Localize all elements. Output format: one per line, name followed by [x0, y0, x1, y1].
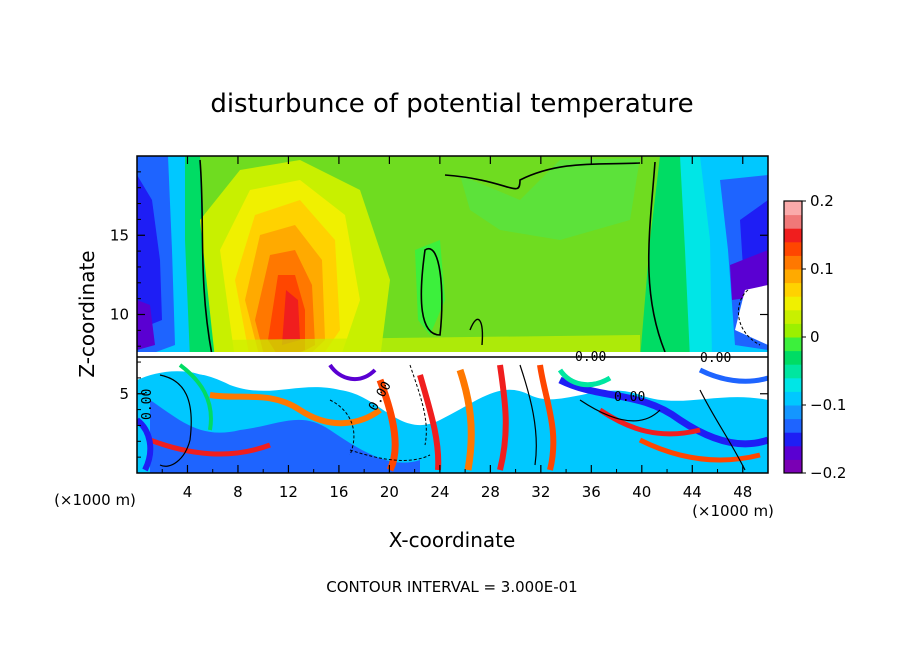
colorbar: [783, 200, 803, 474]
contour-label: 0.00: [700, 351, 731, 366]
y-axis-label: Z-coordinate: [75, 250, 99, 377]
x-tick-label: 24: [430, 483, 449, 501]
x-tick-label: 48: [733, 483, 752, 501]
colorbar-swatch: [784, 377, 802, 392]
colorbar-swatch: [784, 337, 802, 352]
x-unit-label-left: (×1000 m): [54, 491, 136, 509]
plot-area: [137, 156, 768, 473]
colorbar-swatch: [784, 282, 802, 297]
x-tick-label: 40: [632, 483, 651, 501]
colorbar-swatch: [784, 296, 802, 311]
colorbar-swatch: [784, 323, 802, 338]
colorbar-tick-label: 0.1: [810, 260, 834, 278]
x-tick-label: 12: [279, 483, 298, 501]
lower-field: [137, 359, 768, 473]
colorbar-swatch: [784, 445, 802, 460]
colorbar-swatch: [784, 309, 802, 324]
colorbar-swatch: [784, 241, 802, 256]
colorbar-swatch: [784, 228, 802, 243]
chart-title: disturbunce of potential temperature: [210, 89, 693, 119]
x-axis-label: X-coordinate: [389, 528, 516, 552]
x-tick-label: 28: [481, 483, 500, 501]
contour-label: 0.00: [140, 389, 155, 420]
x-tick-label: 8: [233, 483, 243, 501]
colorbar-tick-label: 0.2: [810, 192, 834, 210]
colorbar-swatch: [784, 432, 802, 447]
colorbar-swatch: [784, 418, 802, 433]
colorbar-tick-label: −0.2: [810, 464, 846, 482]
colorbar-tick-label: −0.1: [810, 396, 846, 414]
colorbar-swatch: [784, 269, 802, 284]
colorbar-swatch: [784, 405, 802, 420]
x-tick-label: 44: [683, 483, 702, 501]
colorbar-swatch: [784, 364, 802, 379]
colorbar-swatch: [784, 350, 802, 365]
y-tick-label: 10: [110, 306, 129, 324]
contour-label: 0.00: [575, 350, 606, 365]
colorbar-swatch: [784, 214, 802, 229]
y-tick-label: 15: [110, 226, 129, 244]
colorbar-swatch: [784, 459, 802, 474]
x-tick-label: 36: [582, 483, 601, 501]
colorbar-swatch: [784, 391, 802, 406]
colorbar-tick-label: 0: [810, 328, 820, 346]
y-tick-label: 5: [119, 385, 129, 403]
x-tick-label: 32: [531, 483, 550, 501]
contour-interval-note: CONTOUR INTERVAL = 3.000E-01: [326, 578, 577, 596]
x-tick-label: 4: [183, 483, 193, 501]
x-axis-ticks: 4 8 12 16 20 24 28 32 36 40 44 48: [161, 156, 769, 501]
colorbar-swatch: [784, 255, 802, 270]
colorbar-swatch: [784, 201, 802, 216]
upper-field: [137, 156, 768, 359]
x-tick-label: 20: [380, 483, 399, 501]
y-axis-ticks: 5 10 15: [110, 171, 768, 458]
x-tick-label: 16: [329, 483, 348, 501]
colorbar-labels: 0.2 0.1 0 −0.1 −0.2: [802, 192, 846, 482]
x-unit-label-right: (×1000 m): [692, 502, 774, 520]
contour-label: 0.00: [614, 390, 645, 405]
contour-labels: 0.00 0.00 0.00 0.00 0.00: [140, 350, 731, 420]
